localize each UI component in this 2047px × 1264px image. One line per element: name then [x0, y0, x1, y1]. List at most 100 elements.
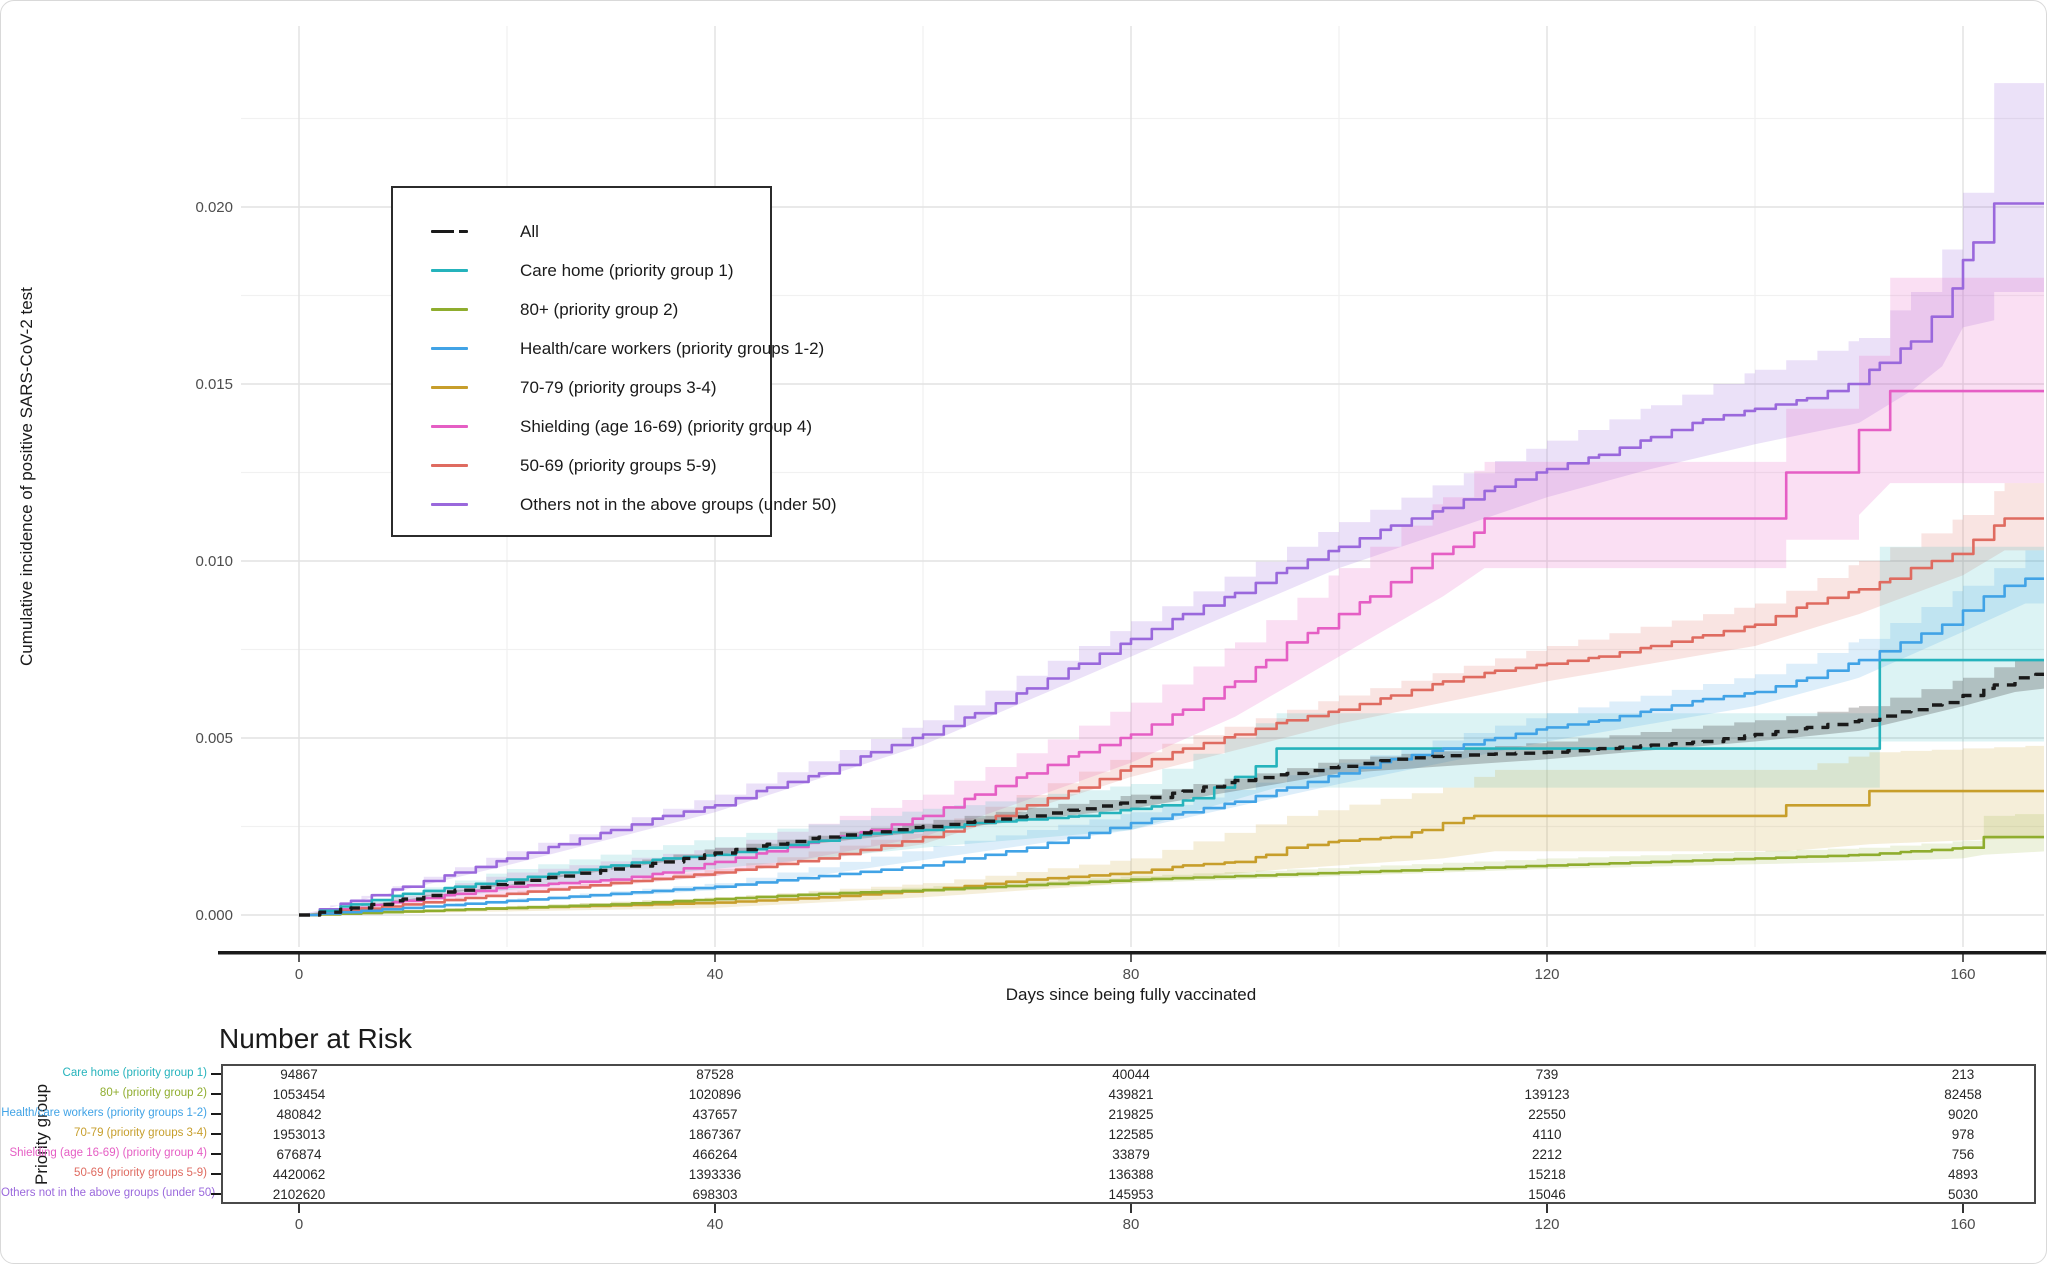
- risk-axis-tick-label: 40: [706, 1216, 724, 1233]
- risk-count: 4110: [1532, 1127, 1562, 1142]
- legend-item: Health/care workers (priority groups 1-2…: [431, 329, 824, 368]
- risk-count: 139123: [1524, 1087, 1570, 1102]
- risk-count: 437657: [692, 1107, 738, 1122]
- y-tick-label: 0.000: [195, 907, 233, 924]
- x-tick-label: 160: [1950, 966, 1976, 983]
- risk-count: 22550: [1528, 1107, 1566, 1122]
- risk-count: 756: [1951, 1147, 1975, 1162]
- risk-row-label: 70-79 (priority groups 3-4): [74, 1127, 207, 1139]
- risk-count: 480842: [276, 1107, 322, 1122]
- y-tick-label: 0.005: [195, 730, 233, 747]
- risk-count: 4893: [1947, 1167, 1979, 1182]
- risk-count: 33879: [1112, 1147, 1150, 1162]
- risk-count: 136388: [1108, 1167, 1154, 1182]
- risk-row-label: Health/care workers (priority groups 1-2…: [1, 1107, 207, 1119]
- risk-row-label: 50-69 (priority groups 5-9): [74, 1167, 207, 1179]
- x-tick-label: 0: [294, 966, 304, 983]
- legend-key-line: [431, 503, 468, 506]
- risk-count: 94867: [280, 1067, 318, 1082]
- risk-row-tick: [211, 1113, 221, 1115]
- y-tick-label: 0.015: [195, 376, 233, 393]
- risk-axis-tick: [1962, 1204, 1964, 1213]
- risk-count: 439821: [1108, 1087, 1154, 1102]
- risk-row-tick: [211, 1153, 221, 1155]
- risk-axis-tick-label: 0: [294, 1216, 304, 1233]
- risk-axis-tick-label: 120: [1534, 1216, 1560, 1233]
- risk-count: 466264: [692, 1147, 738, 1162]
- legend-item: Shielding (age 16-69) (priority group 4): [431, 407, 812, 446]
- risk-count: 1020896: [688, 1087, 742, 1102]
- risk-row-label: Care home (priority group 1): [62, 1067, 207, 1079]
- risk-axis-tick: [1130, 1204, 1132, 1213]
- risk-row-tick: [211, 1073, 221, 1075]
- x-tick-label: 120: [1534, 966, 1560, 983]
- gridlines: [241, 26, 2044, 947]
- risk-count: 40044: [1112, 1067, 1150, 1082]
- risk-count: 9020: [1947, 1107, 1979, 1122]
- legend: All Care home (priority group 1) 80+ (prio…: [391, 186, 837, 537]
- legend-item-label: All: [520, 221, 539, 241]
- risk-count: 739: [1535, 1067, 1559, 1082]
- risk-row-tick: [211, 1093, 221, 1095]
- risk-count: 5030: [1947, 1187, 1979, 1202]
- legend-item-label: 80+ (priority group 2): [520, 299, 679, 319]
- legend-item-label: Shielding (age 16-69) (priority group 4): [520, 416, 812, 436]
- risk-row-tick: [211, 1133, 221, 1135]
- legend-key-line: [431, 464, 468, 467]
- legend-item-label: Health/care workers (priority groups 1-2…: [520, 338, 825, 358]
- legend-item-label: Others not in the above groups (under 50…: [520, 494, 837, 514]
- y-axis-title: Cumulative incidence of positive SARS-Co…: [17, 287, 36, 667]
- y-tick-label: 0.010: [195, 553, 233, 570]
- legend-item: Others not in the above groups (under 50…: [431, 485, 837, 524]
- risk-count: 122585: [1108, 1127, 1154, 1142]
- risk-count: 213: [1951, 1067, 1975, 1082]
- risk-axis-tick: [714, 1204, 716, 1213]
- number-at-risk-title: Number at Risk: [219, 1023, 412, 1054]
- risk-row-label: Shielding (age 16-69) (priority group 4): [9, 1147, 207, 1159]
- risk-count: 219825: [1108, 1107, 1154, 1122]
- x-axis-title: Days since being fully vaccinated: [1005, 985, 1257, 1004]
- risk-row-label: Others not in the above groups (under 50…: [1, 1187, 216, 1199]
- survival-curves: [299, 202, 2044, 917]
- risk-row-tick: [211, 1193, 221, 1195]
- x-tick-label: 80: [1122, 966, 1140, 983]
- risk-count: 4420062: [272, 1167, 326, 1182]
- legend-key-line: [431, 230, 468, 233]
- y-tick-label: 0.020: [195, 199, 233, 216]
- risk-axis-tick-label: 80: [1122, 1216, 1140, 1233]
- risk-count: 15046: [1528, 1187, 1566, 1202]
- legend-item: Care home (priority group 1): [431, 251, 770, 290]
- risk-axis-tick: [1546, 1204, 1548, 1213]
- risk-count: 978: [1951, 1127, 1975, 1142]
- legend-item: 50-69 (priority groups 5-9): [431, 446, 770, 485]
- legend-key-line: [431, 425, 468, 428]
- legend-key-line: [431, 386, 468, 389]
- risk-count: 15218: [1528, 1167, 1566, 1182]
- legend-item: All: [431, 212, 770, 251]
- risk-count: 698303: [692, 1187, 738, 1202]
- risk-count: 145953: [1108, 1187, 1154, 1202]
- number-at-risk-table: [221, 1064, 2036, 1204]
- risk-count: 2102620: [272, 1187, 326, 1202]
- x-tick-label: 40: [706, 966, 724, 983]
- risk-count: 1393336: [688, 1167, 742, 1182]
- x-axis-line: [218, 951, 2046, 955]
- risk-count: 1053454: [272, 1087, 326, 1102]
- risk-count: 82458: [1944, 1087, 1982, 1102]
- risk-count: 1953013: [272, 1127, 326, 1142]
- risk-row-label: 80+ (priority group 2): [99, 1087, 207, 1099]
- legend-item: 80+ (priority group 2): [431, 290, 770, 329]
- legend-item: 70-79 (priority groups 3-4): [431, 368, 770, 407]
- legend-key-line: [431, 347, 468, 350]
- risk-count: 676874: [276, 1147, 322, 1162]
- risk-axis-tick-label: 160: [1950, 1216, 1976, 1233]
- risk-count: 1867367: [688, 1127, 742, 1142]
- risk-count: 2212: [1531, 1147, 1563, 1162]
- legend-key-line: [431, 269, 468, 272]
- legend-key-line: [431, 308, 468, 311]
- legend-item-label: Care home (priority group 1): [520, 260, 734, 280]
- legend-item-label: 70-79 (priority groups 3-4): [520, 377, 717, 397]
- risk-axis-tick: [298, 1204, 300, 1213]
